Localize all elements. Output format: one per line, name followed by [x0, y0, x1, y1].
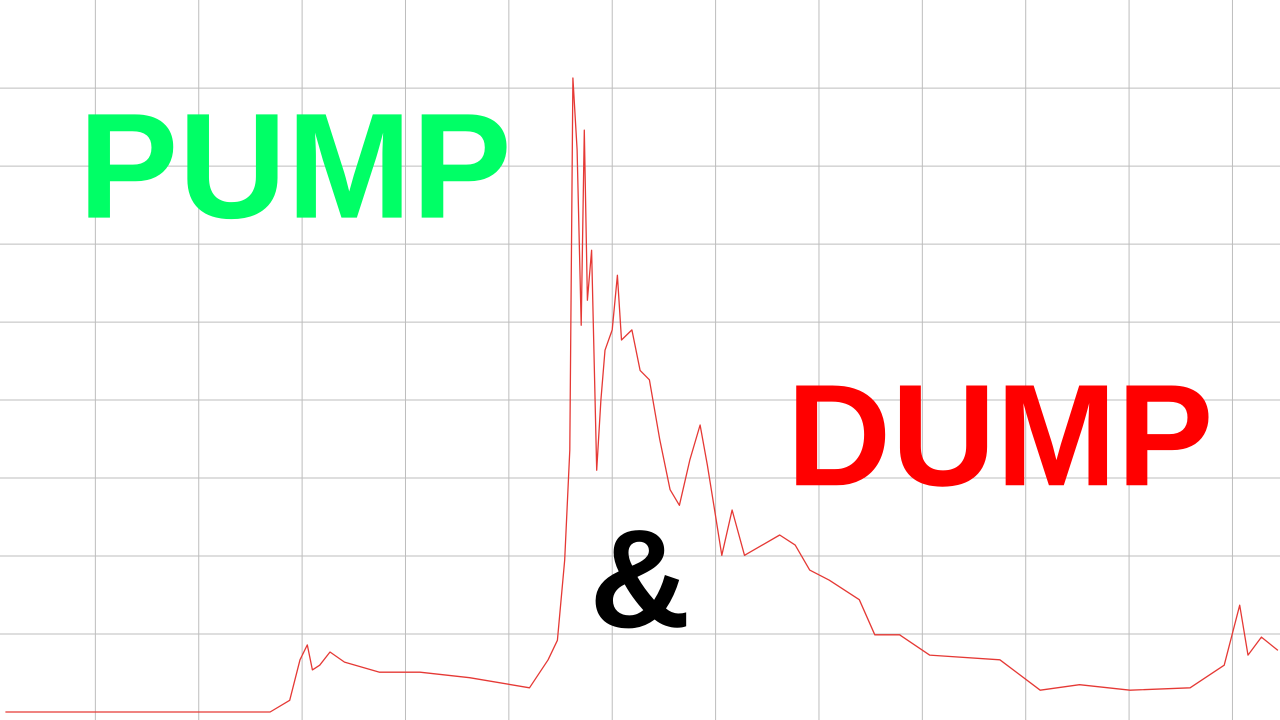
- pump-text: PUMP: [78, 82, 511, 250]
- dump-text: DUMP: [787, 354, 1214, 516]
- price-line: [5, 77, 1279, 713]
- plot: [5, 77, 1279, 713]
- ampersand-text: &: [589, 500, 690, 657]
